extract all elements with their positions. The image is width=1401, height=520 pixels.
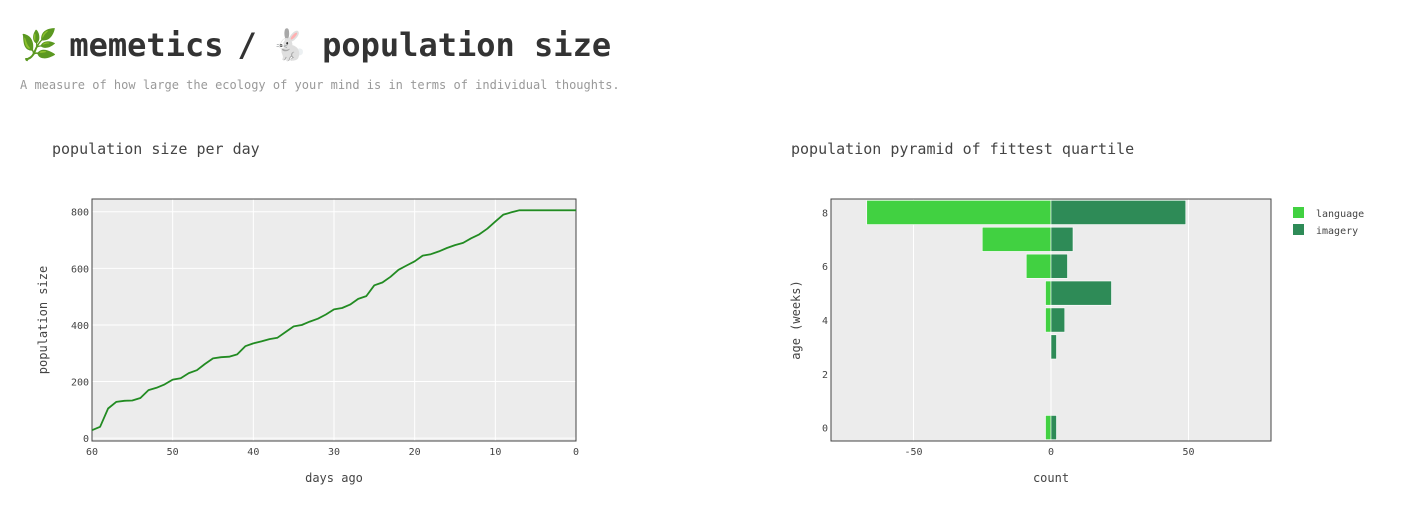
sprout-icon: 🌿 (20, 27, 58, 63)
x-tick-label: 10 (489, 447, 501, 458)
pyramid-chart-title: population pyramid of fittest quartile (791, 140, 1135, 158)
y-tick-label: 0 (83, 434, 89, 445)
plot-frame (91, 198, 577, 442)
x-tick-label: 50 (167, 447, 179, 458)
bar-language (1045, 280, 1052, 306)
bar-language (866, 200, 1052, 225)
line-chart-title: population size per day (52, 140, 260, 158)
rabbit-icon: 🐇 (270, 27, 309, 63)
bar-language (1045, 415, 1052, 440)
bar-imagery (1050, 200, 1187, 225)
legend-swatch-language (1293, 207, 1304, 218)
app-name[interactable]: memetics (69, 26, 224, 64)
x-axis-label: count (1033, 471, 1069, 485)
y-tick-label: 2 (822, 370, 828, 381)
x-tick-label: 60 (86, 447, 98, 458)
legend-label-imagery: imagery (1316, 226, 1358, 237)
bar-language (981, 226, 1052, 252)
legend-label-language: language (1316, 209, 1364, 220)
x-tick-label: 40 (247, 447, 259, 458)
x-tick-label: 30 (328, 447, 340, 458)
page-title: 🌿 memetics / 🐇 population size (20, 26, 620, 64)
population-line (91, 209, 576, 432)
y-axis-label: age (weeks) (789, 280, 803, 359)
page-subtitle: A measure of how large the ecology of yo… (20, 78, 620, 92)
y-tick-label: 400 (71, 321, 89, 332)
bar-language (1045, 307, 1052, 333)
line-chart: 60 50 40 30 20 10 0 0 200 400 600 800 days ago popula… (36, 198, 579, 485)
y-tick-label: 0 (822, 424, 828, 435)
bar-imagery (1050, 334, 1057, 360)
plot-frame (830, 198, 1272, 442)
pyramid-chart: -50 0 50 0 2 4 6 8 count age (weeks) language image… (789, 198, 1364, 485)
bar-imagery (1050, 307, 1066, 333)
y-tick-label: 8 (822, 208, 828, 219)
y-tick-label: 6 (822, 262, 828, 273)
x-axis-label: days ago (305, 471, 363, 485)
title-separator: / (237, 26, 257, 64)
x-tick-label: 50 (1182, 447, 1194, 458)
y-tick-label: 200 (71, 378, 89, 389)
page-name: population size (322, 26, 612, 64)
bar-imagery (1050, 253, 1068, 279)
x-tick-label: 0 (1048, 447, 1054, 458)
bar-imagery (1050, 415, 1057, 440)
x-tick-label: 20 (409, 447, 421, 458)
x-tick-label: 0 (573, 447, 579, 458)
page-header: 🌿 memetics / 🐇 population size A measure… (20, 26, 620, 92)
bar-language (1025, 253, 1052, 279)
bar-imagery (1050, 226, 1074, 252)
y-tick-label: 600 (71, 264, 89, 275)
y-axis-label: population size (36, 266, 50, 374)
x-tick-label: -50 (904, 447, 922, 458)
bar-imagery (1050, 280, 1112, 306)
y-tick-label: 800 (71, 208, 89, 219)
legend-swatch-imagery (1293, 224, 1304, 235)
y-tick-label: 4 (822, 316, 828, 327)
